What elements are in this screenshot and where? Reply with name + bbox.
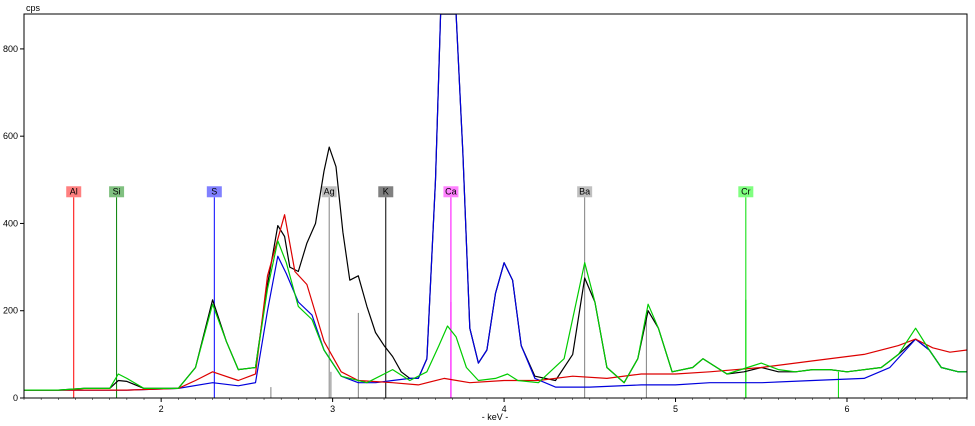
x-tick-label: 6 <box>844 404 849 414</box>
axes: cps - keV - 2 3 4 5 6 0 200 400 600 800 <box>3 3 968 422</box>
element-marker-box <box>577 186 593 198</box>
element-marker-box <box>206 186 222 198</box>
element-marker-label: Ba <box>579 186 590 196</box>
series-lines <box>24 14 967 391</box>
element-marker-box <box>738 186 754 198</box>
y-tick-label: 400 <box>3 218 18 228</box>
y-axis-label: cps <box>26 3 41 13</box>
y-tick-label: 200 <box>3 306 18 316</box>
y-tick-label: 0 <box>13 393 18 403</box>
y-tick-label: 600 <box>3 131 18 141</box>
x-tick-label: 2 <box>159 404 164 414</box>
series-line-1 <box>24 14 967 391</box>
plot-frame <box>23 13 968 399</box>
element-marker-label: K <box>383 186 389 196</box>
element-marker-box <box>378 186 394 198</box>
element-marker-box <box>443 186 459 198</box>
element-marker-label: S <box>211 186 217 196</box>
series-line-3 <box>24 240 967 391</box>
element-markers: Al Si S Ag K Ca Ba Cr <box>66 186 839 398</box>
x-tick-label: 3 <box>330 404 335 414</box>
element-marker-box <box>109 186 125 198</box>
element-marker-label: Ca <box>445 186 457 196</box>
element-marker-label: Cr <box>741 186 751 196</box>
y-tick-label: 800 <box>3 44 18 54</box>
x-tick-label: 5 <box>673 404 678 414</box>
x-axis-label: - keV - <box>482 412 509 422</box>
element-marker-box <box>321 186 337 198</box>
element-marker-label: Al <box>70 186 78 196</box>
element-marker-label: Ag <box>324 186 335 196</box>
series-line-2 <box>24 214 967 391</box>
element-marker-box <box>66 186 82 198</box>
element-marker-label: Si <box>113 186 121 196</box>
x-tick-label: 4 <box>502 404 507 414</box>
